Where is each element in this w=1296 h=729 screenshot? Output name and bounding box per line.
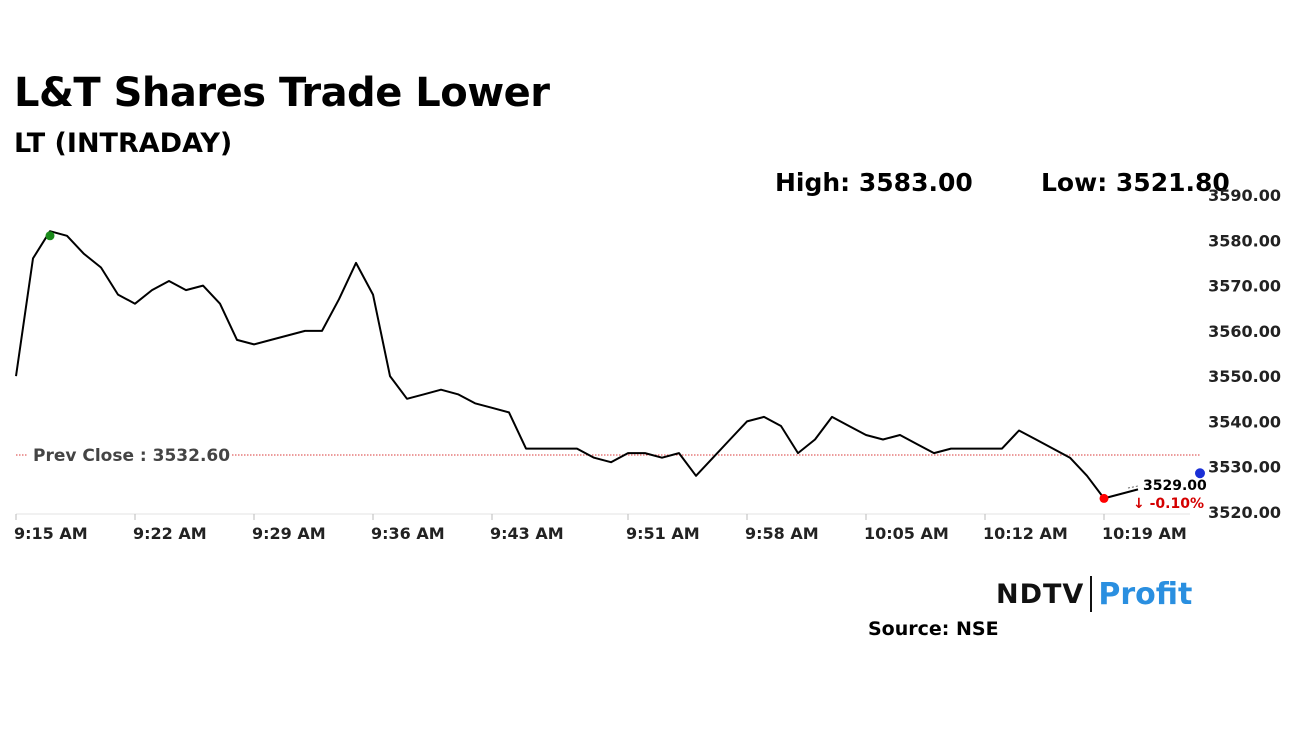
price-line — [15, 230, 1139, 500]
y-tick-label: 3560.00 — [1208, 322, 1281, 341]
y-tick-label: 3590.00 — [1208, 186, 1281, 205]
logo-divider — [1090, 576, 1093, 612]
chart-subtitle: LT (INTRADAY) — [14, 128, 233, 159]
x-tick-label: 9:36 AM — [371, 524, 445, 543]
x-tick-label: 9:22 AM — [133, 524, 207, 543]
y-tick-label: 3580.00 — [1208, 231, 1281, 250]
x-axis: 9:15 AM 9:22 AM 9:29 AM 9:36 AM 9:43 AM 9:51 … — [14, 513, 1190, 543]
x-tick-label: 10:05 AM — [864, 524, 949, 543]
prev-close-label-bg — [28, 442, 232, 467]
prev-close-reference: Prev Close : 3532.60 — [16, 442, 1200, 467]
prev-close-label: Prev Close : 3532.60 — [33, 446, 230, 466]
y-axis: 3520.00 3530.00 3540.00 3550.00 3560.00 3570.… — [1208, 186, 1281, 522]
x-tick-label: 9:51 AM — [626, 524, 700, 543]
y-tick-label: 3550.00 — [1208, 367, 1281, 386]
y-tick-label: 3520.00 — [1208, 503, 1281, 522]
high-stat: High: 3583.00 — [775, 168, 973, 197]
x-tick-label: 9:43 AM — [490, 524, 564, 543]
last-price-label: 3529.00 — [1143, 478, 1207, 494]
extreme-point-marker — [1099, 493, 1109, 503]
profit-wordmark: Profit — [1098, 576, 1193, 612]
x-tick-label: 9:15 AM — [14, 524, 88, 543]
chart-title: L&T Shares Trade Lower — [14, 70, 550, 116]
x-tick-label: 9:58 AM — [745, 524, 819, 543]
x-tick-label: 10:12 AM — [983, 524, 1068, 543]
y-tick-label: 3540.00 — [1208, 412, 1281, 431]
source-note: Source: NSE — [868, 618, 999, 640]
x-tick-label: 10:19 AM — [1102, 524, 1187, 543]
ndtv-profit-logo: NDTV Profit — [996, 574, 1192, 614]
last-price-annotation: 3529.00 ↓ -0.10% — [1127, 468, 1207, 512]
current-price-edge-marker — [1195, 468, 1205, 479]
ndtv-wordmark: NDTV — [996, 578, 1085, 610]
last-price-leader — [1127, 485, 1139, 489]
price-change-label: ↓ -0.10% — [1133, 496, 1204, 512]
low-stat: Low: 3521.80 — [1041, 168, 1230, 197]
y-tick-label: 3530.00 — [1208, 458, 1281, 477]
y-tick-label: 3570.00 — [1208, 277, 1281, 296]
extreme-point-marker — [45, 231, 55, 241]
series-layer — [15, 230, 1139, 503]
x-tick-label: 9:29 AM — [252, 524, 326, 543]
